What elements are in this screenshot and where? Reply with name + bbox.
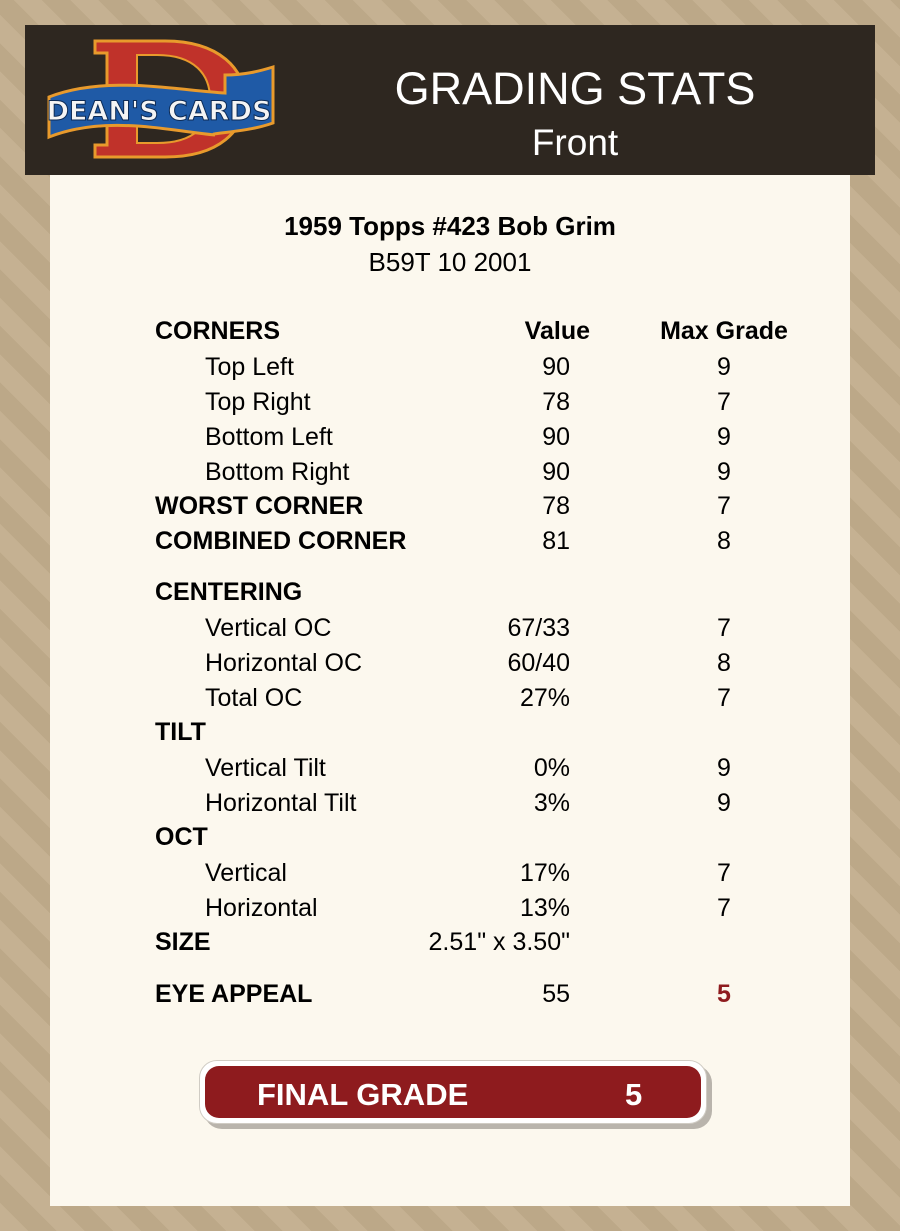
stat-max: 7	[717, 894, 731, 922]
stat-label: Vertical	[205, 859, 287, 887]
stat-label: SIZE	[155, 928, 211, 956]
stat-label: EYE APPEAL	[155, 980, 313, 1008]
card-code: B59T 10 2001	[368, 247, 532, 277]
section-label: CORNERS	[155, 317, 281, 345]
value-header: Value	[524, 317, 590, 345]
stat-value: 78	[542, 492, 570, 520]
final-grade-value: 5	[625, 1077, 643, 1112]
stat-row: COMBINED CORNER 81 8	[50, 525, 850, 557]
stat-value: 78	[542, 388, 570, 416]
stat-row: Bottom Right 90 9	[50, 456, 850, 488]
stat-max: 7	[717, 684, 731, 712]
stat-label: Horizontal OC	[205, 649, 362, 677]
stat-value: 67/33	[507, 614, 570, 642]
page-title: GRADING STATS	[394, 63, 756, 114]
stat-label: Top Right	[205, 388, 311, 416]
stat-label: COMBINED CORNER	[155, 527, 407, 555]
stat-value: 55	[542, 980, 570, 1008]
max-grade-header: Max Grade	[660, 317, 788, 345]
stat-row: Vertical Tilt 0% 9	[50, 752, 850, 784]
final-grade-label: FINAL GRADE	[257, 1077, 469, 1112]
stat-row: Horizontal Tilt 3% 9	[50, 787, 850, 819]
stat-label: Horizontal	[205, 894, 318, 922]
stat-row-eye-appeal: EYE APPEAL 55 5	[50, 978, 850, 1010]
stat-label: WORST CORNER	[155, 492, 364, 520]
stat-row-oct: OCT	[50, 821, 850, 853]
page-subtitle: Front	[531, 122, 619, 163]
card-name: 1959 Topps #423 Bob Grim	[284, 211, 616, 241]
stat-row: Top Right 78 7	[50, 386, 850, 418]
stat-value: 90	[542, 353, 570, 381]
stat-row: Total OC 27% 7	[50, 682, 850, 714]
stat-value: 60/40	[507, 649, 570, 677]
stat-row-size: SIZE 2.51" x 3.50"	[50, 926, 850, 958]
stat-max: 9	[717, 423, 731, 451]
stat-max: 7	[717, 859, 731, 887]
stat-value: 13%	[519, 894, 570, 922]
stat-row: Horizontal OC 60/40 8	[50, 647, 850, 679]
section-label: CENTERING	[155, 578, 303, 606]
stat-value: 2.51" x 3.50"	[428, 928, 570, 956]
stat-row-corners: CORNERS Value Max Grade	[50, 315, 850, 347]
stat-value: 81	[542, 527, 570, 555]
stat-value: 90	[542, 458, 570, 486]
stat-row: Vertical OC 67/33 7	[50, 612, 850, 644]
stat-max: 5	[717, 980, 731, 1008]
stat-row-centering: CENTERING	[50, 576, 850, 608]
stat-row: Horizontal 13% 7	[50, 892, 850, 924]
stats-panel: 1959 Topps #423 Bob Grim B59T 10 2001 CO…	[50, 175, 850, 1206]
stat-value: 27%	[519, 684, 570, 712]
stat-label: Vertical Tilt	[205, 754, 326, 782]
stat-row: Top Left 90 9	[50, 351, 850, 383]
stat-max: 7	[717, 492, 731, 520]
header: DEAN'S CARDS GRADING STATS Front	[25, 25, 875, 175]
stat-label: Bottom Left	[205, 423, 333, 451]
stat-value: 17%	[519, 859, 570, 887]
stat-row: Bottom Left 90 9	[50, 421, 850, 453]
stat-label: Top Left	[205, 353, 294, 381]
deans-cards-logo: DEAN'S CARDS	[46, 39, 275, 159]
final-grade-bar: FINAL GRADE 5	[205, 1066, 701, 1118]
stat-label: Bottom Right	[205, 458, 350, 486]
stat-label: Vertical OC	[205, 614, 332, 642]
stat-label: Horizontal Tilt	[205, 789, 357, 817]
stat-max: 8	[717, 527, 731, 555]
stat-max: 9	[717, 458, 731, 486]
stat-label: Total OC	[205, 684, 303, 712]
stat-max: 9	[717, 789, 731, 817]
stat-max: 7	[717, 388, 731, 416]
stat-max: 8	[717, 649, 731, 677]
stat-value: 0%	[533, 754, 570, 782]
section-label: TILT	[155, 718, 206, 746]
stat-max: 7	[717, 614, 731, 642]
stat-max: 9	[717, 353, 731, 381]
stat-row: WORST CORNER 78 7	[50, 490, 850, 522]
section-label: OCT	[155, 823, 208, 851]
svg-text:DEAN'S CARDS: DEAN'S CARDS	[47, 96, 272, 127]
final-grade-badge: FINAL GRADE 5	[199, 1060, 707, 1124]
stat-row-tilt: TILT	[50, 716, 850, 748]
stat-value: 3%	[533, 789, 570, 817]
stat-max: 9	[717, 754, 731, 782]
stat-row: Vertical 17% 7	[50, 857, 850, 889]
stat-value: 90	[542, 423, 570, 451]
